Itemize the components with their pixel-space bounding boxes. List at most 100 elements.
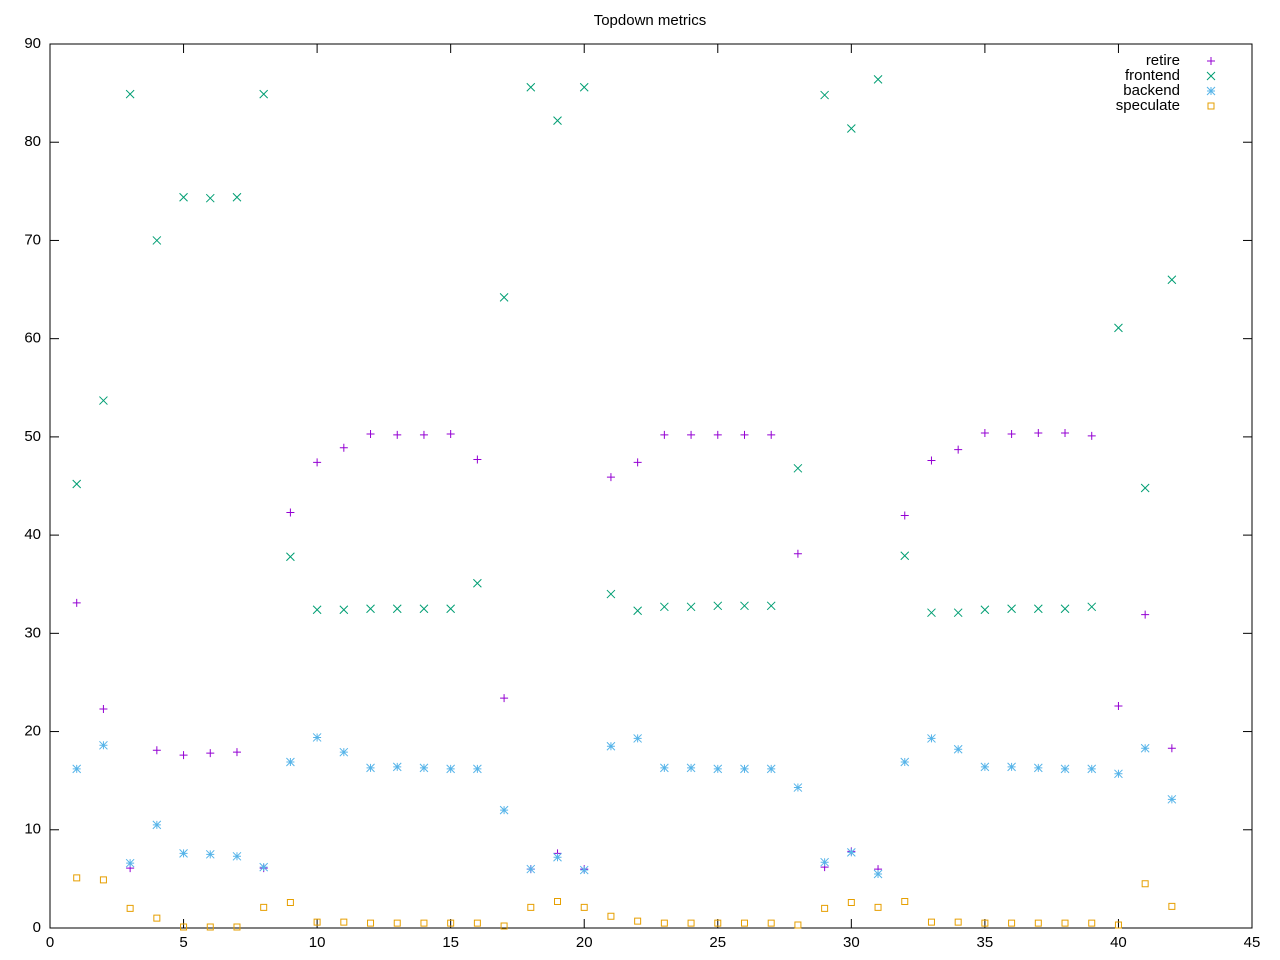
data-point (633, 458, 642, 467)
data-point (99, 740, 108, 750)
data-point (794, 921, 802, 929)
chart-title: Topdown metrics (594, 12, 707, 29)
data-point (527, 903, 535, 911)
data-point (580, 903, 588, 911)
data-point (526, 864, 536, 874)
x-tick-label: 15 (442, 934, 459, 951)
y-tick-label: 60 (24, 330, 41, 347)
data-point (232, 748, 241, 757)
data-point (686, 763, 696, 773)
data-point (1033, 604, 1043, 614)
data-point (260, 903, 268, 911)
data-point (1007, 762, 1016, 772)
data-point (99, 396, 108, 405)
data-point (99, 704, 108, 713)
data-point (1140, 483, 1150, 493)
data-point (286, 552, 295, 562)
data-point (313, 458, 322, 467)
data-point (766, 601, 776, 611)
plot-border (49, 43, 1253, 929)
data-point (740, 764, 749, 774)
data-point (1087, 602, 1097, 612)
x-tick-label: 10 (309, 934, 326, 951)
data-point (286, 508, 295, 517)
legend-marker (1207, 57, 1215, 65)
x-tick-label: 30 (843, 934, 860, 951)
data-point (366, 763, 375, 773)
data-point (366, 604, 375, 614)
data-point (152, 820, 162, 830)
data-point (1061, 919, 1069, 927)
data-point (206, 749, 215, 758)
y-tick-label: 90 (24, 35, 41, 52)
data-point (73, 874, 81, 882)
data-point (579, 82, 589, 92)
data-point (1008, 919, 1016, 927)
data-point (446, 604, 456, 614)
data-point (1114, 323, 1123, 333)
data-point (606, 589, 616, 599)
data-point (419, 430, 428, 439)
data-point (420, 919, 428, 927)
data-point (900, 551, 910, 561)
data-point (846, 124, 856, 133)
data-point (473, 578, 482, 588)
data-point (179, 192, 188, 202)
data-point (981, 919, 989, 927)
data-point (579, 865, 589, 875)
data-point (1087, 764, 1097, 774)
data-point (1167, 744, 1176, 753)
data-point (793, 463, 803, 473)
x-tick-label: 0 (46, 934, 54, 951)
data-point (980, 428, 989, 437)
data-point (392, 604, 402, 614)
data-point (606, 741, 616, 751)
data-point (1168, 902, 1176, 910)
data-point (259, 862, 269, 872)
data-point (713, 764, 723, 774)
data-point (1114, 769, 1123, 779)
data-point (393, 430, 402, 439)
data-point (553, 116, 562, 125)
data-point (660, 430, 669, 439)
data-point (953, 608, 963, 618)
data-point (821, 904, 829, 912)
y-tick-label: 0 (33, 919, 41, 936)
data-point (339, 747, 349, 757)
legend-label: backend (1123, 82, 1180, 99)
data-point (1007, 429, 1016, 438)
data-point (1167, 275, 1177, 285)
data-point (713, 601, 723, 611)
data-point (767, 430, 776, 439)
data-point (820, 857, 829, 867)
y-tick-label: 30 (24, 624, 41, 641)
y-tick-label: 20 (24, 723, 41, 740)
data-point (72, 598, 81, 607)
data-point (446, 429, 455, 438)
data-point (660, 602, 669, 612)
data-point (366, 429, 375, 438)
data-point (499, 293, 509, 302)
data-point (312, 733, 322, 742)
data-point (554, 897, 562, 905)
data-point (740, 919, 748, 927)
data-point (1034, 428, 1043, 437)
data-point (1114, 702, 1123, 711)
data-point (473, 455, 482, 464)
data-point (767, 919, 775, 927)
data-point (126, 904, 134, 912)
data-point (1167, 794, 1177, 804)
y-tick-label: 80 (24, 133, 41, 150)
data-point (740, 601, 749, 611)
data-point (1034, 919, 1042, 927)
x-tick-label: 45 (1244, 934, 1261, 951)
data-point (473, 764, 482, 774)
data-point (1007, 604, 1016, 614)
data-point (633, 606, 642, 616)
data-point (1061, 428, 1070, 437)
x-tick-label: 25 (709, 934, 726, 951)
data-point (473, 919, 481, 927)
data-point (607, 912, 615, 920)
data-point (954, 918, 962, 926)
